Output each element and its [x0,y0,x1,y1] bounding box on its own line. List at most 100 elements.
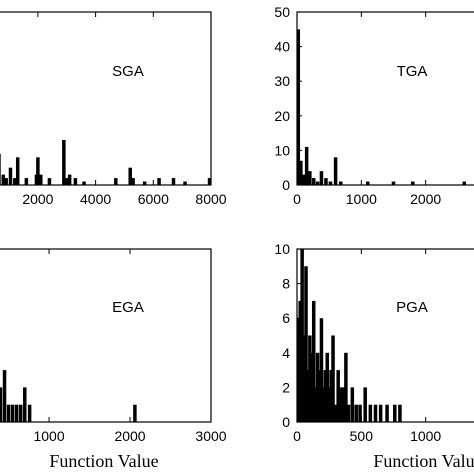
y-tick-label: 8 [282,276,290,292]
panel-ega: 1000 2000 3000 EGA Function Value [0,248,227,471]
bar [114,178,118,185]
bar [341,387,346,422]
x-tick-label: 2000 [114,428,145,444]
bar [317,370,322,422]
bar [310,352,314,422]
plot-frame [296,11,474,186]
x-tick-label: 1000 [346,191,377,207]
bar [321,387,326,422]
bar [398,404,402,422]
bar [393,404,397,422]
bar [354,404,358,422]
bar [327,387,331,422]
y-tick-label: 2 [282,379,290,395]
bar [14,404,19,422]
bar [0,387,3,422]
bar [363,387,367,422]
bar [391,181,396,185]
x-axis-label: Function Value [373,451,474,471]
bar [308,335,312,422]
bar [323,370,328,422]
y-tick-label: 10 [274,142,290,158]
panel-title: SGA [112,63,144,80]
bar [82,181,86,185]
bar [300,249,304,422]
panel-title: EGA [112,299,144,316]
bar [62,140,66,185]
x-tick-label: 2000 [410,191,441,207]
bar [27,404,32,422]
bar [385,404,389,422]
x-tick-label: 8000 [195,191,226,207]
y-tick-label: 10 [274,241,290,257]
bar [8,167,13,185]
bar [306,370,310,422]
bar [10,404,15,422]
x-tick-label: 6000 [138,191,169,207]
bar [207,178,212,185]
bar [128,167,132,185]
bar [183,181,187,185]
bar [47,178,52,185]
bar [64,178,69,185]
bar [331,335,335,422]
x-tick-label: 1000 [410,428,441,444]
bar [171,178,176,185]
bar [378,404,383,422]
y-tick-label: 20 [274,108,290,124]
bar [315,352,320,422]
bar [301,174,306,185]
panel-title: PGA [396,299,428,316]
bar [328,181,333,185]
y-tick-label: 6 [282,310,290,326]
bar [299,160,303,185]
y-tick-label: 50 [274,4,290,20]
bar [366,181,370,185]
bar [302,335,306,422]
bar [304,146,309,185]
x-tick-label: 1000 [33,428,64,444]
panel-sga: 2000 4000 6000 8000 SGA [0,11,227,207]
y-tick-label: 0 [282,177,290,193]
bar [315,181,320,185]
bar [296,318,301,422]
x-tick-label: 4000 [80,191,111,207]
x-axis-label: Function Value [49,451,158,471]
bar [131,178,135,185]
bar [13,178,17,185]
y-tick-label: 4 [282,345,290,361]
bar [344,352,348,422]
bar [24,178,29,185]
bar [18,404,23,422]
bar [298,300,302,422]
bar [358,404,362,422]
bar [350,387,355,422]
bar [133,404,137,422]
bar [2,370,7,422]
bar [157,178,161,185]
bar [333,404,338,422]
bar [311,300,316,422]
bar [319,171,324,185]
bar [336,370,340,422]
x-tick-label: 0 [293,191,301,207]
bar [67,174,72,185]
bar [304,266,308,422]
bar [308,171,312,185]
bar [324,178,328,185]
bar [6,404,11,422]
bar [36,157,40,185]
bar [296,29,301,185]
y-tick-label: 30 [274,73,290,89]
bar [39,174,43,185]
bar [325,352,329,422]
bar [333,157,338,185]
bar [1,174,6,185]
bar [319,318,324,422]
bar [338,181,343,185]
bar [313,387,318,422]
y-tick-label: 40 [274,39,290,55]
panel-title: TGA [397,63,428,80]
plot-frame [296,248,474,423]
